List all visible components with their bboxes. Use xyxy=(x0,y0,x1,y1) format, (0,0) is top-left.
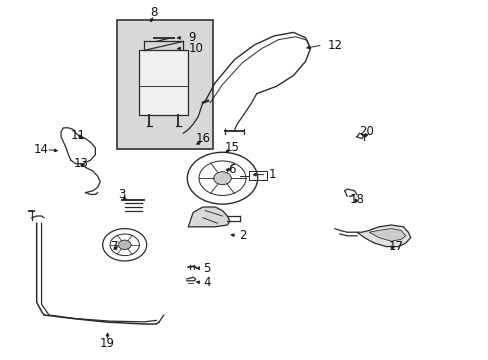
Text: 18: 18 xyxy=(349,193,364,206)
Circle shape xyxy=(118,240,131,249)
Text: 4: 4 xyxy=(203,276,210,289)
Text: 9: 9 xyxy=(188,31,195,44)
Polygon shape xyxy=(356,225,410,247)
Circle shape xyxy=(213,172,231,185)
Text: 8: 8 xyxy=(150,6,158,19)
Text: 16: 16 xyxy=(195,132,210,145)
Text: 7: 7 xyxy=(111,240,119,253)
Polygon shape xyxy=(188,207,229,227)
Text: 12: 12 xyxy=(327,39,342,51)
Text: 6: 6 xyxy=(228,163,236,176)
Text: 13: 13 xyxy=(73,157,88,170)
Text: 5: 5 xyxy=(203,262,210,275)
Text: 1: 1 xyxy=(268,168,276,181)
Bar xyxy=(139,50,188,115)
Text: 20: 20 xyxy=(359,125,373,138)
Text: 3: 3 xyxy=(118,188,126,201)
Text: 11: 11 xyxy=(71,129,85,141)
Text: 17: 17 xyxy=(388,240,403,253)
Bar xyxy=(117,20,212,149)
Text: 10: 10 xyxy=(188,42,203,55)
Text: 15: 15 xyxy=(224,141,239,154)
Text: 2: 2 xyxy=(239,229,246,242)
Text: 19: 19 xyxy=(100,337,115,350)
Polygon shape xyxy=(368,229,405,241)
Text: 14: 14 xyxy=(34,143,49,156)
